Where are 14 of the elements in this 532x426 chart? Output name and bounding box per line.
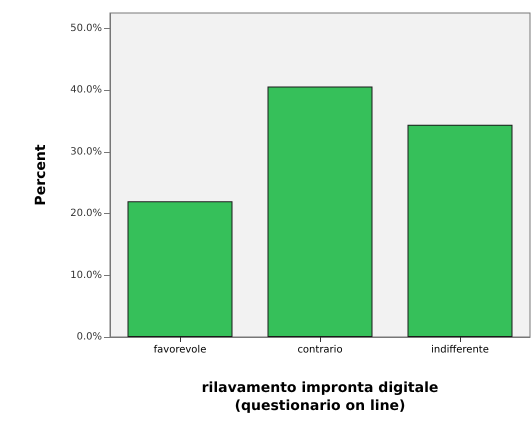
x-tick-label: favorevole bbox=[154, 344, 206, 356]
bar bbox=[268, 86, 372, 337]
bar bbox=[408, 124, 512, 337]
y-tick-label: 40.0% bbox=[70, 84, 102, 96]
x-tick-label: contrario bbox=[297, 344, 343, 356]
y-tick-label: 50.0% bbox=[70, 22, 102, 34]
y-tick-label: 20.0% bbox=[70, 208, 102, 220]
x-axis-title: rilavamento impronta digitale (questionario on line) bbox=[202, 380, 438, 414]
y-tick-label: 0.0% bbox=[76, 332, 102, 342]
x-tick-label: indifferente bbox=[431, 344, 489, 356]
y-axis-title: Percent bbox=[33, 144, 49, 206]
y-tick-label: 30.0% bbox=[70, 146, 102, 158]
bar bbox=[128, 201, 232, 337]
y-tick-label: 10.0% bbox=[70, 270, 102, 281]
